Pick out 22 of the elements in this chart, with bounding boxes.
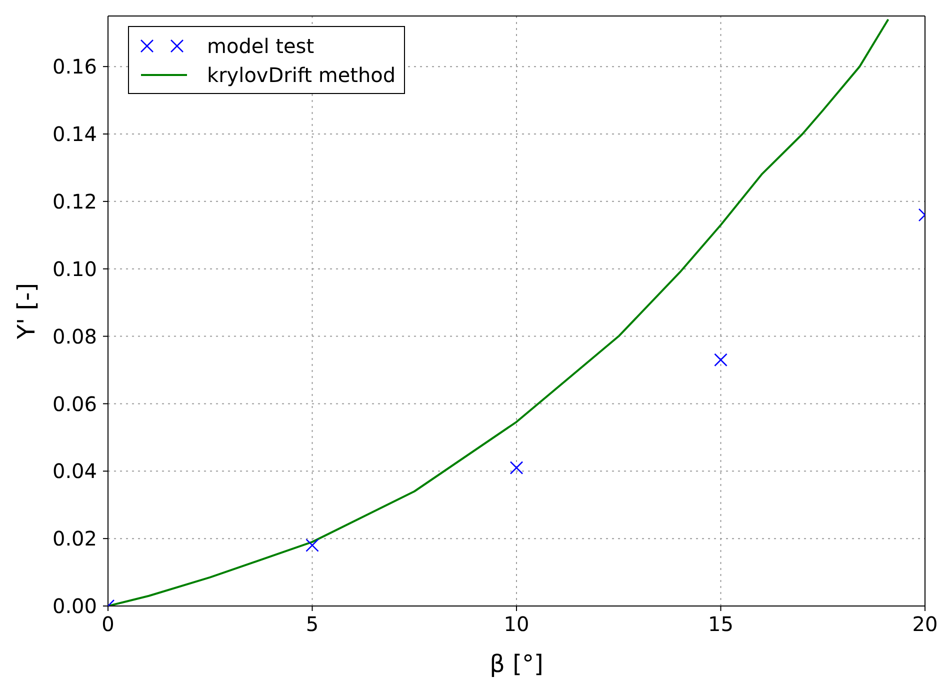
y-tick-label: 0.16	[52, 54, 97, 79]
y-tick-label: 0.02	[52, 526, 97, 551]
y-tick-label: 0.06	[52, 392, 97, 416]
x-tick-label: 0	[102, 612, 114, 636]
point	[714, 353, 728, 367]
legend-label: model test	[207, 34, 314, 58]
x-tick-label: 5	[306, 612, 319, 636]
x-tick-label: 15	[708, 612, 734, 636]
y-tick-label: 0.00	[52, 594, 97, 618]
x-tick-label: 10	[504, 612, 530, 636]
point	[510, 461, 524, 474]
legend-label: krylovDrift method	[207, 62, 396, 86]
x-axis-title: β [°]	[490, 650, 544, 678]
y-tick-label: 0.10	[52, 256, 97, 281]
point	[306, 538, 319, 552]
y-tick-label: 0.04	[52, 459, 97, 484]
y-tick-label: 0.08	[52, 324, 97, 348]
y-tick-label: 0.14	[52, 122, 97, 146]
y-tick-label: 0.12	[52, 190, 97, 214]
y-axis-title: Y' [-]	[12, 282, 41, 340]
x-tick-label: 20	[912, 612, 938, 636]
line-series	[108, 18, 890, 606]
